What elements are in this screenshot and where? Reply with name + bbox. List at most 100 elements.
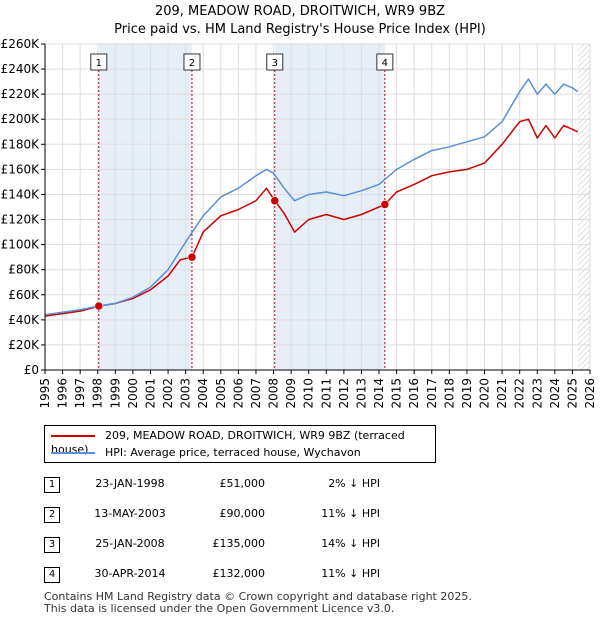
y-tick-label: £60K (8, 288, 40, 302)
x-tick-label: 2002 (161, 378, 175, 409)
x-tick-label: 2025 (565, 378, 579, 409)
sale-row: 2 13-MAY-2003 £90,000 11% ↓ HPI (40, 500, 420, 530)
sale-hpi-diff: 14% ↓ HPI (321, 537, 380, 550)
x-tick-label: 2018 (442, 378, 456, 409)
y-tick-label: £100K (1, 238, 41, 252)
sale-hpi-diff: 2% ↓ HPI (328, 477, 380, 490)
sale-markers (94, 196, 390, 311)
x-tick-label: 2016 (407, 378, 421, 409)
legend-item-property: 209, MEADOW ROAD, DROITWICH, WR9 9BZ (te… (51, 429, 435, 456)
sale-point (187, 252, 197, 262)
x-tick-label: 2007 (249, 378, 263, 409)
price-chart: 1 2 3 4 £0 £20K £40K £60K £80K £100K £120K £140K £1… (1, 37, 597, 409)
x-tick-label: 1999 (108, 378, 122, 409)
y-tick-label: £180K (1, 137, 41, 151)
sales-table: 1 23-JAN-1998 £51,000 2% ↓ HPI 2 13-MAY-… (40, 470, 420, 590)
x-tick-label: 2017 (425, 378, 439, 409)
y-tick-label: £80K (8, 263, 40, 277)
sale-number-label: 1 (96, 58, 102, 69)
x-tick-label: 1996 (56, 378, 70, 409)
x-tick-label: 2003 (179, 378, 193, 409)
sale-hpi-diff: 11% ↓ HPI (321, 567, 380, 580)
x-tick-label: 2024 (548, 378, 562, 409)
legend-swatch-red (51, 435, 95, 437)
sale-number-box (376, 53, 394, 71)
x-tick-label: 1995 (38, 378, 52, 409)
y-tick-label: £240K (1, 62, 41, 76)
x-tick-label: 1997 (73, 378, 87, 409)
x-tick-label: 2023 (530, 378, 544, 409)
x-tick-label: 2020 (478, 378, 492, 409)
x-tick-label: 2015 (390, 378, 404, 409)
x-tick-label: 2026 (583, 378, 597, 409)
x-tick-label: 2011 (319, 378, 333, 409)
series-lines (44, 78, 579, 317)
sale-row: 3 25-JAN-2008 £135,000 14% ↓ HPI (40, 530, 420, 560)
sale-number-badge: 4 (44, 567, 60, 583)
sale-price: £132,000 (212, 567, 266, 580)
y-tick-label: £40K (8, 313, 40, 327)
sale-price: £51,000 (219, 477, 266, 490)
sale-number-label: 2 (189, 58, 195, 69)
y-tick-label: £0 (24, 363, 39, 377)
x-tick-label: 2014 (372, 378, 386, 409)
sale-number-label: 4 (382, 58, 388, 69)
x-tick-label: 2005 (214, 378, 228, 409)
x-tick-label: 1998 (91, 378, 105, 409)
y-tick-label: £200K (1, 112, 41, 126)
y-tick-label: £20K (8, 338, 40, 352)
x-tick-label: 2013 (354, 378, 368, 409)
y-tick-label: £140K (1, 187, 41, 201)
x-tick-label: 2006 (231, 378, 245, 409)
sale-hpi-diff: 11% ↓ HPI (321, 507, 380, 520)
sale-number-box (90, 53, 108, 71)
x-tick-label: 2010 (302, 378, 316, 409)
sale-number-badge: 1 (44, 477, 60, 493)
x-tick-label: 2021 (495, 378, 509, 409)
sale-price: £90,000 (219, 507, 266, 520)
shaded-periods (45, 44, 590, 370)
x-tick-label: 2004 (196, 378, 210, 409)
x-tick-label: 2022 (513, 378, 527, 409)
sale-point (94, 301, 104, 311)
sale-vertical-lines: 1 2 3 4 (90, 53, 394, 370)
sale-point (270, 196, 280, 205)
x-tick-label: 2009 (284, 378, 298, 409)
sale-number-box (183, 53, 201, 71)
sale-row: 4 30-APR-2014 £132,000 11% ↓ HPI (40, 560, 420, 590)
sale-date: 30-APR-2014 (94, 567, 166, 580)
sale-number-badge: 2 (44, 507, 60, 523)
sale-date: 23-JAN-1998 (95, 477, 165, 490)
x-tick-label: 2012 (337, 378, 351, 409)
shaded-period (98, 44, 192, 370)
axes: £0 £20K £40K £60K £80K £100K £120K £140K £160K £1… (1, 37, 597, 409)
sale-number-badge: 3 (44, 537, 60, 553)
y-tick-label: £160K (1, 162, 41, 176)
footer-licence: This data is licensed under the Open Gov… (44, 602, 395, 615)
legend-label-hpi: HPI: Average price, terraced house, Wych… (105, 446, 361, 459)
series-line-blue (44, 78, 579, 316)
y-tick-label: £260K (1, 37, 41, 51)
forecast-hatch (577, 44, 590, 370)
sale-date: 25-JAN-2008 (95, 537, 165, 550)
x-tick-label: 2008 (267, 378, 281, 409)
x-tick-label: 2019 (460, 378, 474, 409)
sale-number-box (266, 53, 284, 71)
legend: 209, MEADOW ROAD, DROITWICH, WR9 9BZ (te… (44, 425, 436, 463)
x-tick-label: 2000 (126, 378, 140, 409)
sale-point (380, 200, 390, 209)
legend-swatch-blue (51, 452, 95, 454)
sale-price: £135,000 (212, 537, 266, 550)
chart-title: 209, MEADOW ROAD, DROITWICH, WR9 9BZ (154, 4, 446, 19)
y-tick-label: £120K (1, 213, 41, 227)
sale-date: 13-MAY-2003 (94, 507, 166, 520)
legend-item-hpi: HPI: Average price, terraced house, Wych… (51, 446, 361, 460)
sale-row: 1 23-JAN-1998 £51,000 2% ↓ HPI (40, 470, 420, 500)
sale-number-label: 3 (272, 58, 278, 69)
series-line-red (44, 118, 579, 317)
shaded-period (274, 44, 385, 370)
x-tick-label: 2001 (143, 378, 157, 409)
footer-copyright: Contains HM Land Registry data © Crown c… (44, 590, 472, 603)
chart-subtitle: Price paid vs. HM Land Registry's House … (114, 22, 486, 37)
y-tick-label: £220K (1, 87, 41, 101)
